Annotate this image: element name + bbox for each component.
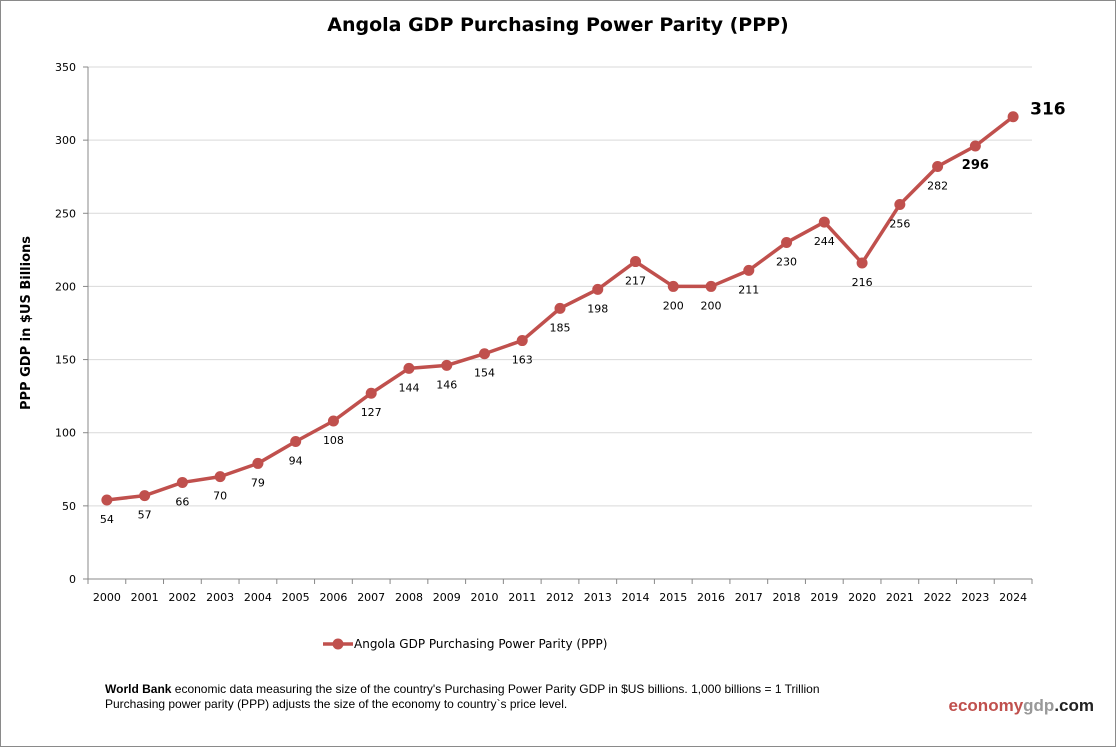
legend-marker bbox=[332, 638, 344, 650]
x-tick-label: 2007 bbox=[357, 591, 385, 604]
x-tick-label: 2005 bbox=[282, 591, 310, 604]
brand-logo[interactable]: economygdp.com bbox=[949, 696, 1094, 716]
data-label: 200 bbox=[701, 299, 722, 312]
x-tick-label: 2009 bbox=[433, 591, 461, 604]
y-tick-label: 100 bbox=[55, 427, 76, 440]
data-point bbox=[781, 237, 793, 249]
x-tick-label: 2019 bbox=[810, 591, 838, 604]
data-label: 127 bbox=[361, 406, 382, 419]
data-point bbox=[214, 471, 226, 483]
data-label: 230 bbox=[776, 256, 797, 269]
data-label: 94 bbox=[289, 454, 303, 467]
data-point bbox=[818, 216, 830, 228]
y-axis-label: PPP GDP in $US Billions bbox=[19, 236, 34, 410]
y-tick-label: 350 bbox=[55, 61, 76, 74]
y-tick-label: 300 bbox=[55, 134, 76, 147]
data-label: 316 bbox=[1030, 100, 1066, 120]
x-tick-label: 2000 bbox=[93, 591, 121, 604]
data-point bbox=[969, 140, 981, 152]
data-point bbox=[1007, 111, 1019, 123]
data-label: 217 bbox=[625, 275, 646, 288]
x-tick-label: 2016 bbox=[697, 591, 725, 604]
data-label: 216 bbox=[852, 276, 873, 289]
x-tick-label: 2013 bbox=[584, 591, 612, 604]
x-tick-label: 2004 bbox=[244, 591, 272, 604]
data-point bbox=[327, 415, 339, 427]
data-label: 185 bbox=[550, 321, 571, 334]
data-label: 144 bbox=[398, 381, 419, 394]
x-tick-label: 2001 bbox=[131, 591, 159, 604]
data-label: 200 bbox=[663, 299, 684, 312]
x-tick-label: 2015 bbox=[659, 591, 687, 604]
data-point bbox=[101, 494, 113, 506]
y-tick-label: 150 bbox=[55, 354, 76, 367]
data-label: 154 bbox=[474, 367, 495, 380]
data-point bbox=[592, 283, 604, 295]
y-tick-label: 250 bbox=[55, 207, 76, 220]
data-point bbox=[252, 457, 264, 469]
y-tick-label: 50 bbox=[62, 500, 76, 513]
legend-label: Angola GDP Purchasing Power Parity (PPP) bbox=[354, 637, 607, 651]
data-label: 163 bbox=[512, 354, 533, 367]
data-point bbox=[403, 362, 415, 374]
data-point bbox=[441, 359, 453, 371]
x-tick-label: 2014 bbox=[622, 591, 650, 604]
data-label: 296 bbox=[962, 158, 989, 173]
data-point bbox=[932, 160, 944, 172]
data-point bbox=[667, 280, 679, 292]
data-point bbox=[516, 335, 528, 347]
x-tick-label: 2006 bbox=[319, 591, 347, 604]
brand-part-1: economy bbox=[948, 696, 1024, 715]
chart-title: Angola GDP Purchasing Power Parity (PPP) bbox=[327, 14, 789, 36]
data-label: 57 bbox=[138, 509, 152, 522]
x-tick-label: 2010 bbox=[470, 591, 498, 604]
data-label: 79 bbox=[251, 476, 265, 489]
x-tick-label: 2003 bbox=[206, 591, 234, 604]
data-label: 244 bbox=[814, 235, 835, 248]
data-point bbox=[554, 302, 566, 314]
data-label: 54 bbox=[100, 513, 114, 526]
data-point bbox=[856, 257, 868, 269]
footer-line-1: economic data measuring the size of the … bbox=[171, 682, 820, 696]
data-label: 256 bbox=[889, 218, 910, 231]
data-point bbox=[478, 348, 490, 360]
data-point bbox=[176, 476, 188, 488]
data-label: 198 bbox=[587, 302, 608, 315]
x-tick-label: 2017 bbox=[735, 591, 763, 604]
x-tick-label: 2022 bbox=[924, 591, 952, 604]
data-point bbox=[290, 435, 302, 447]
footer-note: World Bank economic data measuring the s… bbox=[105, 682, 820, 712]
data-point bbox=[139, 490, 151, 502]
data-point bbox=[365, 387, 377, 399]
data-label: 66 bbox=[175, 495, 189, 508]
x-tick-label: 2021 bbox=[886, 591, 914, 604]
x-tick-label: 2020 bbox=[848, 591, 876, 604]
data-label: 211 bbox=[738, 283, 759, 296]
brand-part-3: .com bbox=[1054, 696, 1094, 715]
source-name: World Bank bbox=[105, 682, 172, 696]
data-label: 282 bbox=[927, 179, 948, 192]
y-tick-label: 0 bbox=[69, 573, 76, 586]
x-tick-label: 2018 bbox=[773, 591, 801, 604]
x-tick-label: 2002 bbox=[168, 591, 196, 604]
x-tick-label: 2012 bbox=[546, 591, 574, 604]
x-tick-label: 2008 bbox=[395, 591, 423, 604]
x-tick-label: 2011 bbox=[508, 591, 536, 604]
y-tick-label: 200 bbox=[55, 280, 76, 293]
data-label: 70 bbox=[213, 490, 227, 503]
brand-part-2: gdp bbox=[1023, 696, 1055, 715]
footer-line-2: Purchasing power parity (PPP) adjusts th… bbox=[105, 697, 568, 711]
data-point bbox=[743, 264, 755, 276]
data-point bbox=[894, 199, 906, 211]
x-tick-label: 2023 bbox=[961, 591, 989, 604]
data-point bbox=[705, 280, 717, 292]
data-label: 146 bbox=[436, 378, 457, 391]
x-tick-label: 2024 bbox=[999, 591, 1027, 604]
data-label: 108 bbox=[323, 434, 344, 447]
data-point bbox=[630, 256, 642, 268]
